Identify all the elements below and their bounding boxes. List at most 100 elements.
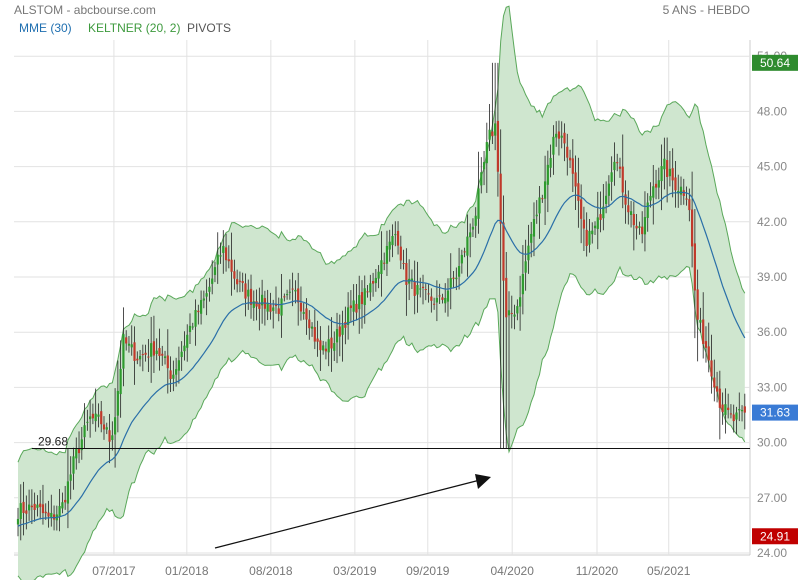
candle-body (421, 286, 425, 289)
candle-body (519, 297, 522, 307)
candle-body (477, 188, 480, 219)
candle-body (383, 262, 386, 264)
badge-high (752, 54, 798, 71)
candle-body (674, 177, 677, 191)
candle-body (177, 360, 180, 371)
candle-body (427, 293, 430, 295)
candle-body (27, 504, 31, 511)
candle-body (593, 225, 597, 229)
ema-line (17, 191, 746, 527)
candle-body (100, 411, 103, 425)
candle-body (347, 307, 350, 325)
candle-body (66, 481, 70, 504)
candle-body (549, 157, 552, 168)
candle-body (199, 300, 203, 314)
candle-body (335, 329, 339, 343)
candle-body (729, 413, 733, 415)
x-tick-label: 01/2018 (165, 564, 209, 578)
y-tick-label: 42.00 (757, 215, 787, 229)
candle-body (571, 158, 574, 174)
candle-body (419, 288, 422, 290)
candle-body (399, 246, 402, 261)
candle-body (396, 230, 400, 246)
candle-body (277, 308, 280, 314)
candle-body (555, 133, 558, 138)
candle-body (613, 161, 616, 171)
candle-body (75, 449, 78, 459)
candle-body (360, 292, 364, 305)
candle-body (385, 245, 389, 264)
candle-body (186, 334, 189, 348)
ema-path (17, 191, 746, 527)
candle-body (247, 289, 250, 297)
candle-body (510, 312, 513, 314)
candle-body (632, 214, 635, 226)
candle-body (138, 355, 142, 360)
candle-body (224, 247, 228, 261)
candle-body (657, 180, 660, 188)
x-tick-label: 05/2021 (647, 564, 691, 578)
price-candles (16, 62, 746, 541)
candle-body (574, 172, 577, 187)
candle-body (152, 341, 156, 356)
candle-body (610, 172, 613, 182)
candle-body (133, 342, 136, 361)
candle-body (163, 356, 167, 358)
candle-body (732, 414, 735, 422)
candle-body (471, 226, 475, 230)
candle-body (58, 506, 61, 517)
candle-body (449, 278, 452, 288)
candle-body (491, 131, 494, 137)
candle-body (69, 474, 72, 481)
candle-body (52, 514, 56, 520)
candle-body (25, 510, 28, 514)
candle-body (91, 413, 95, 419)
y-tick-label: 39.00 (757, 270, 787, 284)
legend-pivots: PIVOTS (187, 21, 232, 35)
candle-body (455, 277, 458, 280)
candle-body (266, 302, 269, 312)
candle-body (294, 289, 297, 292)
candle-body (410, 278, 414, 282)
badge-current (752, 404, 798, 421)
candle-body (36, 504, 39, 508)
candle-body (524, 261, 527, 273)
candle-body (438, 295, 441, 297)
candle-body (147, 356, 150, 358)
candle-body (175, 369, 178, 375)
candle-body (499, 173, 502, 224)
candle-body (249, 288, 253, 305)
candle-body (588, 230, 591, 245)
keltner-lower (17, 265, 746, 580)
candle-body (696, 289, 699, 320)
candle-body (724, 404, 727, 415)
candle-body (552, 136, 555, 155)
candle-body (566, 146, 569, 158)
candle-body (352, 300, 355, 312)
candle-body (371, 281, 375, 284)
candle-body (532, 218, 536, 237)
candle-body (333, 343, 336, 351)
candle-body (433, 303, 436, 305)
candle-body (685, 198, 688, 200)
candle-body (707, 346, 710, 361)
candle-body (654, 183, 658, 188)
x-tick-label: 03/2019 (333, 564, 377, 578)
candle-body (86, 421, 89, 423)
candle-body (102, 424, 106, 430)
candle-body (194, 310, 197, 327)
candle-body (41, 504, 45, 514)
candle-body (39, 503, 42, 508)
chart-title: ALSTOM - abcbourse.com (14, 3, 156, 17)
candle-body (33, 503, 36, 510)
trend-arrow-head (475, 474, 491, 489)
candle-body (374, 277, 377, 284)
candle-body (424, 289, 427, 291)
candle-body (605, 195, 608, 204)
candle-body (699, 320, 702, 323)
candle-body (61, 502, 64, 509)
candle-body (144, 352, 147, 355)
candle-body (721, 404, 724, 413)
candle-body (482, 162, 486, 170)
candle-body (258, 303, 261, 309)
